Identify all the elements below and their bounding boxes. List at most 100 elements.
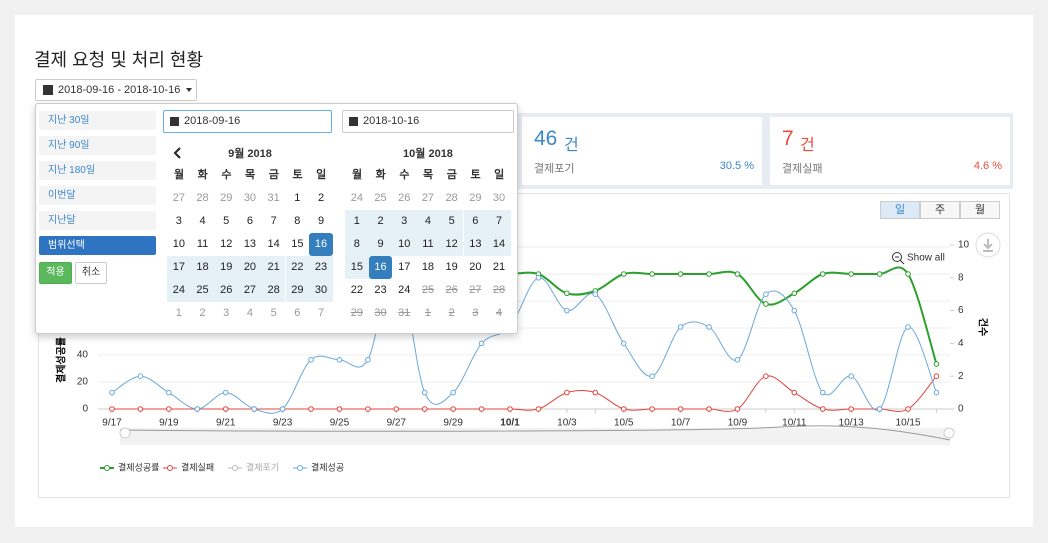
day-cell[interactable]: 4: [199, 215, 206, 227]
prev-month[interactable]: [172, 146, 184, 160]
day-cell[interactable]: 21: [492, 261, 506, 273]
data-point: [933, 373, 940, 380]
day-cell[interactable]: 1: [294, 192, 301, 204]
date-input[interactable]: 2018-09-16: [163, 110, 332, 133]
day-cell[interactable]: 20: [469, 261, 482, 273]
day-cell[interactable]: 21: [261, 256, 286, 279]
day-cell[interactable]: 30: [309, 279, 333, 302]
day-cell[interactable]: 16: [309, 233, 333, 256]
summary-card: 46 건 결제포기 30.5 %: [522, 117, 762, 185]
day-cell[interactable]: 11: [416, 233, 440, 256]
day-cell[interactable]: 25: [190, 279, 215, 302]
day-cell[interactable]: 24: [167, 279, 191, 302]
day-cell[interactable]: 15: [345, 256, 369, 279]
range-option[interactable]: 지난달: [39, 211, 156, 230]
range-option[interactable]: 지난 30일: [39, 111, 156, 130]
period-button[interactable]: 주: [920, 201, 960, 219]
day-cell[interactable]: 17: [398, 261, 411, 273]
data-point: [819, 389, 826, 396]
day-cell[interactable]: 10: [172, 238, 185, 250]
y2-axis-title: 건수: [976, 318, 989, 336]
weekday: 금: [268, 169, 279, 181]
range-option[interactable]: 범위선택: [39, 236, 156, 255]
data-point: [734, 406, 741, 412]
day-cell: 2: [199, 307, 206, 319]
day-cell[interactable]: 3: [175, 215, 182, 227]
apply-button[interactable]: 적용: [39, 262, 72, 284]
day-cell: 30: [492, 192, 506, 204]
day-cell[interactable]: 9: [317, 215, 325, 227]
day-cell[interactable]: 14: [487, 233, 511, 256]
day-cell: 7: [317, 307, 325, 319]
legend-item[interactable]: 결제포기: [228, 462, 279, 472]
navigator-handle[interactable]: [943, 427, 955, 439]
day-cell[interactable]: 23: [309, 256, 333, 279]
day-cell[interactable]: 17: [167, 256, 191, 279]
day-cell[interactable]: 10: [392, 233, 417, 256]
day-cell[interactable]: 8: [345, 233, 369, 256]
day-cell[interactable]: 19: [445, 261, 458, 273]
legend-item[interactable]: 결제성공: [293, 462, 344, 472]
day-cell[interactable]: 5: [439, 210, 464, 233]
date-input[interactable]: 2018-10-16: [342, 110, 514, 133]
day-cell[interactable]: 27: [238, 279, 262, 302]
legend-item[interactable]: 결제실패: [163, 462, 214, 472]
day-cell[interactable]: 28: [261, 279, 286, 302]
day-cell[interactable]: 2: [368, 210, 393, 233]
day-cell[interactable]: 3: [392, 210, 417, 233]
legend-marker: [297, 465, 303, 471]
day-cell[interactable]: 12: [220, 238, 233, 250]
day-cell[interactable]: 13: [463, 233, 488, 256]
day-cell[interactable]: 15: [291, 238, 304, 250]
legend-label: 결제성공: [311, 462, 344, 472]
data-point: [564, 290, 570, 297]
day-cell[interactable]: 24: [398, 284, 411, 296]
date-button[interactable]: 2018-09-16 - 2018-10-16: [35, 79, 197, 101]
cancel-button[interactable]: 취소: [75, 262, 107, 284]
data-point: [564, 307, 570, 314]
x-tick-label: 9/21: [216, 418, 236, 429]
day-cell[interactable]: 16: [368, 256, 393, 279]
day-cell[interactable]: 29: [285, 279, 310, 302]
data-point: [450, 406, 456, 412]
day-cell[interactable]: 18: [190, 256, 215, 279]
calendar-icon: [43, 85, 53, 95]
data-point: [308, 357, 314, 363]
day-cell[interactable]: 2: [317, 192, 325, 204]
download-button[interactable]: [975, 232, 1001, 258]
day-cell[interactable]: 20: [238, 256, 262, 279]
day-cell[interactable]: 1: [345, 210, 369, 233]
weekday: 일: [316, 169, 327, 181]
legend-item[interactable]: 결제성공률: [100, 462, 159, 472]
day-cell[interactable]: 23: [374, 284, 387, 296]
range-option[interactable]: 이번달: [39, 186, 156, 205]
navigator-handle[interactable]: [119, 427, 131, 439]
day-cell: 1: [424, 307, 431, 319]
day-cell[interactable]: 9: [368, 233, 393, 256]
period-button[interactable]: 월: [960, 201, 1000, 219]
x-tick-label: 10/7: [671, 418, 691, 429]
day-cell[interactable]: 13: [243, 238, 257, 250]
day-cell: 2: [448, 307, 455, 319]
range-option[interactable]: 지난 180일: [39, 161, 156, 180]
range-option[interactable]: 지난 90일: [39, 136, 156, 155]
day-cell[interactable]: 22: [350, 284, 363, 296]
day-cell[interactable]: 7: [270, 215, 277, 227]
day-cell[interactable]: 5: [223, 215, 230, 227]
period-button[interactable]: 일: [880, 201, 920, 219]
day-cell[interactable]: 6: [463, 210, 488, 233]
show-all-button[interactable]: [892, 252, 905, 265]
day-cell[interactable]: 6: [246, 215, 253, 227]
day-cell[interactable]: 19: [214, 256, 239, 279]
day-cell[interactable]: 7: [487, 210, 511, 233]
day-cell[interactable]: 12: [439, 233, 464, 256]
day-cell[interactable]: 14: [267, 238, 280, 250]
day-cell[interactable]: 18: [421, 261, 435, 273]
day-cell[interactable]: 26: [214, 279, 239, 302]
day-cell[interactable]: 8: [294, 215, 301, 227]
day-cell[interactable]: 4: [416, 210, 440, 233]
day-cell[interactable]: 11: [196, 238, 209, 250]
data-point: [734, 271, 741, 277]
day-cell[interactable]: 22: [285, 256, 310, 279]
